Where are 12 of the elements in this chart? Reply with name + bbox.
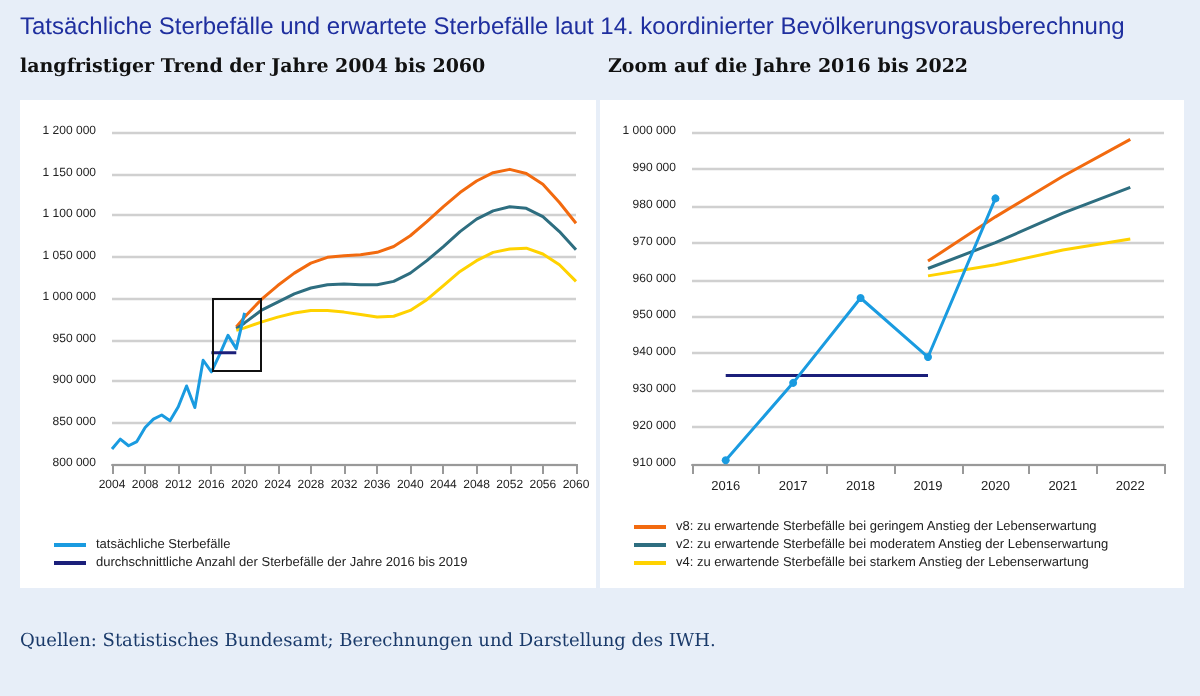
chart-subtitle: langfristiger Trend der Jahre 2004 bis 2060 xyxy=(20,56,486,78)
point xyxy=(789,378,798,387)
point xyxy=(856,294,865,302)
line-series xyxy=(926,237,1132,278)
source-note: Quellen: Statistisches Bundesamt; Berechnungen und Darstellung des IWH. xyxy=(20,632,716,652)
point xyxy=(721,456,730,465)
point xyxy=(991,194,1000,203)
chart-title: Tatsächliche Sterbefälle und erwartete Sterbefälle laut 14. koordinierter Bevölkerungsvorausberechnung xyxy=(20,12,1125,40)
line-series xyxy=(926,185,1132,270)
line-series xyxy=(926,137,1132,263)
chart-subtitle: Zoom auf die Jahre 2016 bis 2022 xyxy=(608,56,969,78)
point xyxy=(924,353,932,362)
